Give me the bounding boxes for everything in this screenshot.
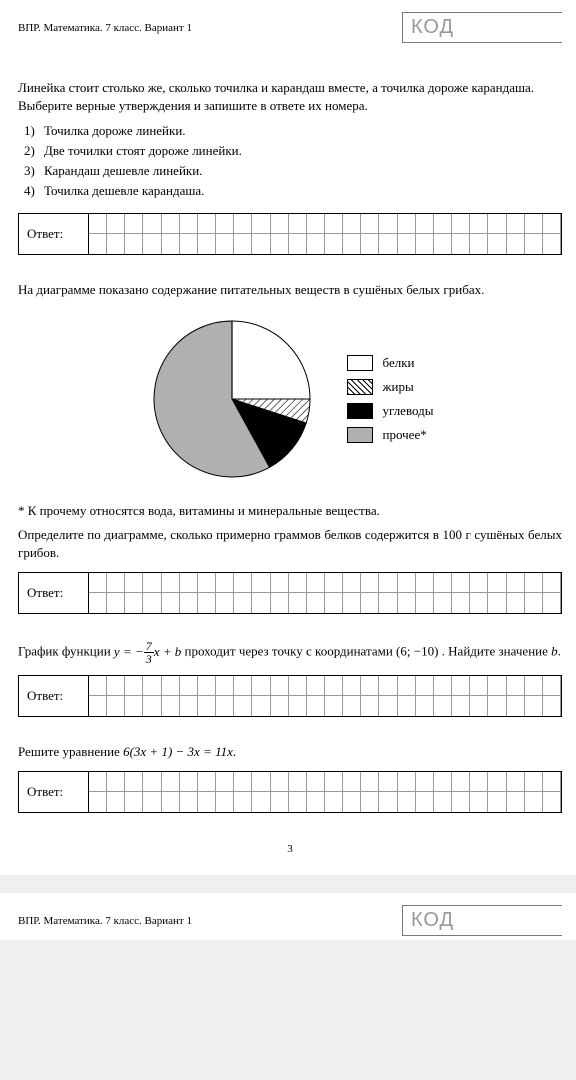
page-header-next: ВПР. Математика. 7 класс. Вариант 1 КОД — [18, 905, 562, 936]
legend-row: белки — [347, 355, 434, 371]
swatch-black — [347, 403, 373, 419]
pie-chart-section: белки жиры углеводы прочее* — [18, 314, 562, 484]
answer-grid-1: Ответ: — [18, 213, 562, 255]
legend-row: углеводы — [347, 403, 434, 419]
pie-legend: белки жиры углеводы прочее* — [347, 347, 434, 451]
q1-options: 1)Точилка дороже линейки. 2)Две точилки … — [18, 123, 562, 199]
swatch-white — [347, 355, 373, 371]
page-header: ВПР. Математика. 7 класс. Вариант 1 КОД — [18, 12, 562, 43]
q1-opt-2: 2)Две точилки стоят дороже линейки. — [24, 143, 562, 159]
kod-box: КОД — [402, 905, 562, 936]
kod-box: КОД — [402, 12, 562, 43]
legend-row: жиры — [347, 379, 434, 395]
pie-chart — [147, 314, 317, 484]
answer-grid-4: Ответ: — [18, 771, 562, 813]
answer-label: Ответ: — [19, 573, 89, 613]
q1-opt-3: 3)Карандаш дешевле линейки. — [24, 163, 562, 179]
q4-text: Решите уравнение 6(3x + 1) − 3x = 11x. — [18, 743, 562, 761]
grid-cells — [89, 573, 561, 613]
q2-note: * К прочему относятся вода, витамины и м… — [18, 502, 562, 520]
grid-cells — [89, 214, 561, 254]
grid-cells — [89, 772, 561, 812]
page-number: 3 — [18, 843, 562, 855]
answer-label: Ответ: — [19, 214, 89, 254]
q2-intro: На диаграмме показано содержание питател… — [18, 281, 562, 299]
q1-opt-1: 1)Точилка дороже линейки. — [24, 123, 562, 139]
q3-text: График функции y = −73x + b проходит чер… — [18, 640, 562, 665]
swatch-gray — [347, 427, 373, 443]
q4-equation: 6(3x + 1) − 3x = 11x — [123, 744, 233, 759]
answer-label: Ответ: — [19, 676, 89, 716]
grid-cells — [89, 676, 561, 716]
legend-row: прочее* — [347, 427, 434, 443]
swatch-hatch — [347, 379, 373, 395]
q1-text: Линейка стоит столько же, сколько точилк… — [18, 79, 562, 115]
q1-opt-4: 4)Точилка дешевле карандаша. — [24, 183, 562, 199]
answer-grid-3: Ответ: — [18, 675, 562, 717]
header-left: ВПР. Математика. 7 класс. Вариант 1 — [18, 22, 192, 34]
answer-label: Ответ: — [19, 772, 89, 812]
header-left: ВПР. Математика. 7 класс. Вариант 1 — [18, 915, 192, 927]
q2-task: Определите по диаграмме, сколько примерн… — [18, 526, 562, 562]
q3-formula: y = −73x + b — [114, 644, 185, 659]
answer-grid-2: Ответ: — [18, 572, 562, 614]
